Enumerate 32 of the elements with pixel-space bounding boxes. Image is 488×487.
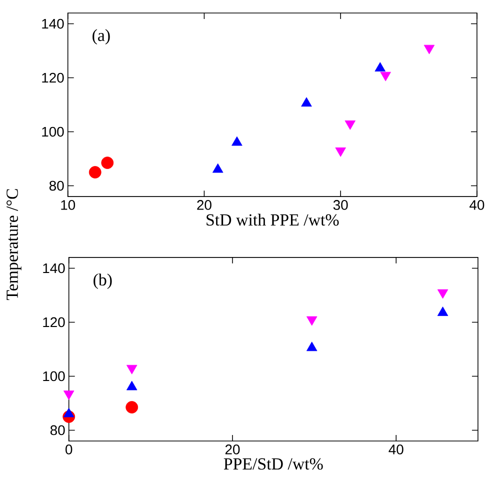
point: [306, 316, 318, 326]
y-tick-label: 140: [42, 18, 64, 29]
x-tick-label: 20: [225, 444, 240, 454]
y-tick-label: 80: [49, 180, 64, 191]
x-tick-label: 0: [66, 444, 72, 454]
x-tick-label: 10: [61, 200, 76, 210]
y-tick-label: 140: [43, 263, 65, 274]
point: [437, 289, 448, 299]
point: [63, 408, 74, 418]
point: [335, 147, 346, 157]
point: [424, 44, 435, 54]
y-tick-label: 100: [43, 371, 65, 382]
x-axis-title: PPE/StD /wt%: [224, 458, 323, 470]
x-tick-label: 30: [333, 200, 348, 210]
y-tick-label: 120: [43, 317, 65, 328]
point: [63, 390, 74, 400]
annotation: (b): [94, 274, 112, 289]
x-tick-label: 40: [388, 444, 404, 454]
y-axis-title: Temperature /°C: [6, 189, 22, 300]
point: [380, 72, 391, 82]
point: [88, 166, 102, 178]
annotation: (a): [92, 29, 110, 45]
x-tick-label: 40: [470, 200, 484, 210]
x-axis-title: StD with PPE /wt%: [206, 214, 339, 226]
point: [126, 364, 138, 374]
point: [101, 156, 114, 170]
x-tick-label: 20: [197, 200, 212, 210]
point: [126, 401, 138, 414]
y-tick-label: 120: [42, 72, 64, 83]
y-tick-label: 100: [42, 126, 64, 137]
y-tick-label: 80: [50, 425, 65, 436]
point: [344, 120, 356, 130]
